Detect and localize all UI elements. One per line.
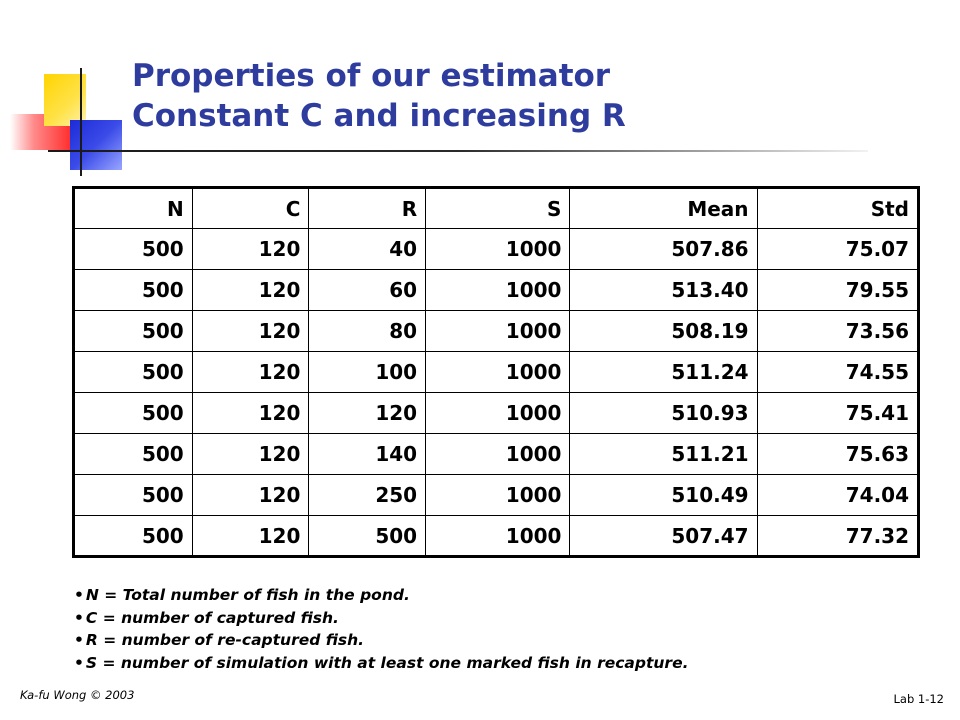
column-header-n: N <box>73 187 193 229</box>
cell-r: 250 <box>308 474 427 516</box>
cell-std: 74.04 <box>756 474 920 516</box>
cell-n: 500 <box>73 515 193 557</box>
table-row: 500 120 60 1000 513.40 79.55 <box>73 269 920 311</box>
title-underline <box>48 150 868 152</box>
table-row: 500 120 140 1000 511.21 75.63 <box>73 433 920 475</box>
cell-c: 120 <box>191 515 310 557</box>
cell-std: 75.07 <box>756 228 920 270</box>
cell-n: 500 <box>73 269 193 311</box>
cell-mean: 511.24 <box>569 351 758 393</box>
cell-c: 120 <box>191 433 310 475</box>
table-row: 500 120 500 1000 507.47 77.32 <box>73 515 920 557</box>
decorative-vertical-line <box>80 68 82 176</box>
cell-s: 1000 <box>425 433 571 475</box>
cell-mean: 513.40 <box>569 269 758 311</box>
cell-s: 1000 <box>425 351 571 393</box>
definitions-list: N = Total number of fish in the pond. C … <box>74 584 689 675</box>
cell-r: 100 <box>308 351 427 393</box>
cell-r: 500 <box>308 515 427 557</box>
cell-s: 1000 <box>425 474 571 516</box>
column-header-s: S <box>425 187 571 229</box>
cell-s: 1000 <box>425 269 571 311</box>
definition-s: S = number of simulation with at least o… <box>74 652 689 675</box>
cell-mean: 507.47 <box>569 515 758 557</box>
cell-r: 40 <box>308 228 427 270</box>
cell-c: 120 <box>191 228 310 270</box>
cell-n: 500 <box>73 310 193 352</box>
table-row: 500 120 40 1000 507.86 75.07 <box>73 228 920 270</box>
slide-title: Properties of our estimator Constant C a… <box>132 56 626 136</box>
table-row: 500 120 250 1000 510.49 74.04 <box>73 474 920 516</box>
column-header-mean: Mean <box>569 187 758 229</box>
cell-std: 74.55 <box>756 351 920 393</box>
slide-number: Lab 1-12 <box>893 692 944 706</box>
column-header-c: C <box>191 187 310 229</box>
cell-mean: 508.19 <box>569 310 758 352</box>
cell-c: 120 <box>191 474 310 516</box>
cell-mean: 510.93 <box>569 392 758 434</box>
cell-std: 73.56 <box>756 310 920 352</box>
cell-std: 75.41 <box>756 392 920 434</box>
column-header-std: Std <box>756 187 920 229</box>
cell-std: 77.32 <box>756 515 920 557</box>
decorative-yellow-block <box>44 74 86 126</box>
cell-s: 1000 <box>425 515 571 557</box>
cell-n: 500 <box>73 474 193 516</box>
cell-r: 80 <box>308 310 427 352</box>
cell-c: 120 <box>191 269 310 311</box>
cell-mean: 507.86 <box>569 228 758 270</box>
cell-n: 500 <box>73 392 193 434</box>
cell-n: 500 <box>73 351 193 393</box>
cell-mean: 511.21 <box>569 433 758 475</box>
author-credit: Ka-fu Wong © 2003 <box>20 688 135 702</box>
decorative-blue-block <box>70 120 122 170</box>
cell-r: 140 <box>308 433 427 475</box>
cell-std: 79.55 <box>756 269 920 311</box>
cell-s: 1000 <box>425 228 571 270</box>
cell-c: 120 <box>191 351 310 393</box>
title-line-1: Properties of our estimator <box>132 58 611 94</box>
definition-r: R = number of re-captured fish. <box>74 629 688 652</box>
definition-c: C = number of captured fish. <box>74 607 688 630</box>
cell-c: 120 <box>191 310 310 352</box>
title-line-2: Constant C and increasing R <box>132 98 626 134</box>
cell-n: 500 <box>73 433 193 475</box>
cell-std: 75.63 <box>756 433 920 475</box>
table-header-row: N C R S Mean Std <box>73 187 920 229</box>
definition-n: N = Total number of fish in the pond. <box>74 584 688 607</box>
cell-mean: 510.49 <box>569 474 758 516</box>
table-row: 500 120 80 1000 508.19 73.56 <box>73 310 920 352</box>
table-row: 500 120 120 1000 510.93 75.41 <box>73 392 920 434</box>
cell-n: 500 <box>73 228 193 270</box>
column-header-r: R <box>308 187 427 229</box>
cell-r: 60 <box>308 269 427 311</box>
cell-s: 1000 <box>425 310 571 352</box>
cell-s: 1000 <box>425 392 571 434</box>
table-row: 500 120 100 1000 511.24 74.55 <box>73 351 920 393</box>
cell-r: 120 <box>308 392 427 434</box>
cell-c: 120 <box>191 392 310 434</box>
results-table: N C R S Mean Std 500 120 40 1000 507.86 … <box>72 186 920 558</box>
